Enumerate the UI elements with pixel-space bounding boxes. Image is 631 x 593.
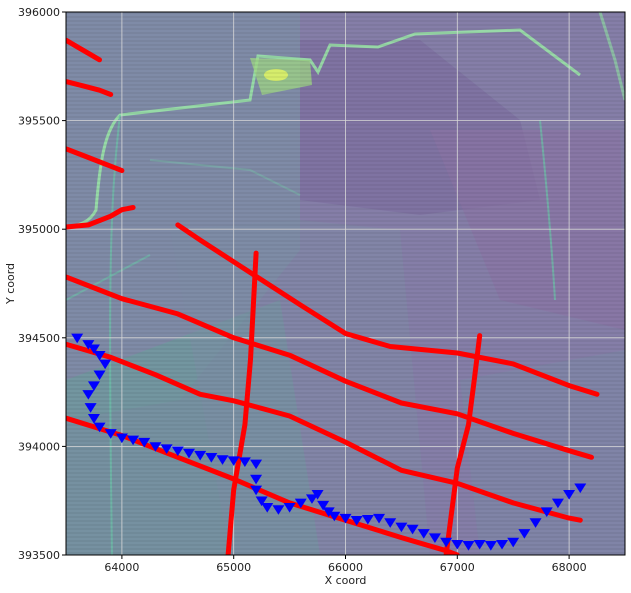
triangle-marker (462, 541, 475, 551)
triangle-marker (149, 442, 162, 452)
triangle-marker (551, 498, 564, 509)
y-tick-label: 395000 (18, 223, 60, 236)
triangle-marker (138, 437, 151, 448)
red-line-6 (66, 274, 594, 460)
y-tick-label: 394500 (18, 332, 60, 345)
triangle-marker (171, 446, 184, 457)
red-line-1 (66, 37, 102, 63)
y-tick-label: 396000 (18, 6, 60, 19)
y-axis-label: Y coord (4, 263, 17, 305)
red-line-4 (66, 205, 136, 230)
triangle-marker (305, 494, 318, 504)
triangle-marker (361, 514, 374, 525)
x-tick-label: 64000 (104, 561, 139, 574)
triangle-marker (194, 450, 207, 461)
red-line-3 (66, 146, 125, 174)
triangle-marker (93, 370, 106, 381)
triangle-marker (261, 503, 274, 513)
x-axis-label: X coord (325, 574, 367, 587)
red-line-2 (66, 79, 114, 97)
triangle-marker (473, 539, 486, 550)
triangle-marker (82, 390, 95, 400)
y-axis-ticks: 393500 394000 394500 395000 395500 396000 (18, 6, 66, 562)
triangle-marker (227, 456, 240, 466)
x-tick-label: 65000 (216, 561, 251, 574)
triangle-marker (272, 505, 285, 515)
triangle-marker (311, 489, 324, 500)
triangle-marker (115, 433, 128, 444)
triangle-marker (294, 498, 307, 509)
triangle-marker (99, 359, 112, 370)
triangle-marker (250, 459, 263, 470)
triangle-marker (373, 513, 386, 524)
triangle-marker (87, 413, 100, 424)
triangle-marker (93, 350, 106, 361)
triangle-marker (160, 444, 173, 454)
triangle-marker (205, 453, 218, 463)
triangle-marker (71, 333, 84, 344)
red-line-7 (66, 341, 583, 523)
triangle-marker (87, 344, 100, 355)
triangle-marker (451, 539, 464, 550)
triangle-marker (574, 483, 587, 494)
triangle-marker (250, 474, 263, 485)
triangle-marker (428, 533, 441, 544)
x-tick-label: 68000 (552, 561, 587, 574)
red-line-10 (443, 333, 483, 555)
triangle-marker (87, 381, 100, 391)
triangle-marker (406, 524, 419, 535)
triangle-marker (563, 489, 576, 500)
triangle-marker (283, 503, 296, 513)
red-line-9 (225, 250, 259, 555)
triangle-marker (93, 422, 106, 433)
triangle-marker (529, 518, 542, 528)
triangle-marker (182, 448, 195, 459)
x-axis-ticks: 64000 65000 66000 67000 68000 (104, 555, 587, 574)
triangle-marker (84, 403, 97, 413)
triangle-marker (350, 516, 363, 526)
triangle-marker (255, 496, 268, 507)
marker-series (71, 333, 587, 551)
triangle-marker (395, 522, 408, 533)
x-tick-label: 66000 (328, 561, 363, 574)
triangle-marker (484, 541, 497, 551)
triangle-marker (496, 539, 509, 550)
red-line-5 (175, 222, 600, 397)
triangle-marker (384, 518, 397, 528)
triangle-marker (317, 500, 330, 511)
y-tick-label: 394000 (18, 440, 60, 453)
y-tick-label: 395500 (18, 115, 60, 128)
triangle-marker (104, 429, 117, 439)
triangle-marker (250, 485, 263, 496)
triangle-marker (238, 457, 251, 468)
triangle-marker (518, 529, 531, 539)
triangle-marker (440, 537, 453, 548)
triangle-marker (216, 455, 229, 465)
triangle-marker (339, 513, 352, 524)
triangle-marker (540, 507, 553, 517)
y-tick-label: 393500 (18, 549, 60, 562)
x-tick-label: 67000 (440, 561, 475, 574)
red-line-8 (66, 415, 460, 555)
triangle-marker (417, 529, 430, 539)
triangle-marker (507, 537, 520, 548)
triangle-marker (127, 435, 140, 446)
triangle-marker (328, 511, 341, 522)
line-series (66, 37, 600, 555)
